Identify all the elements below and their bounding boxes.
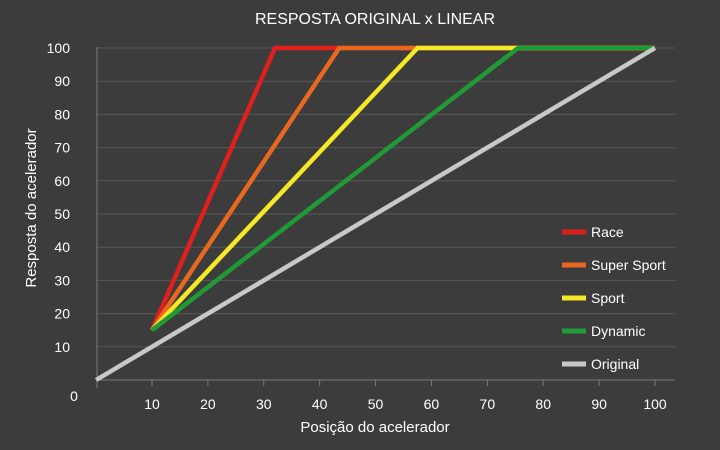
y-tick-label: 40	[54, 239, 70, 255]
x-tick-label: 10	[144, 396, 160, 412]
y-tick-label: 80	[54, 106, 70, 122]
y-tick-label: 30	[54, 272, 70, 288]
x-tick-label: 80	[535, 396, 551, 412]
series-line-dynamic	[150, 45, 655, 332]
axes	[96, 47, 675, 388]
legend-label: Original	[591, 356, 639, 372]
x-tick-label: 60	[424, 396, 440, 412]
tick-labels: 10 20 30 40 50 60 70 80 90 100 0 10 20 30 40 50 60 70 80 90…	[47, 40, 667, 412]
x-tick-label: 20	[200, 396, 216, 412]
legend-label: Dynamic	[591, 323, 645, 339]
legend: Race Super Sport Sport Dynamic Original	[562, 224, 666, 372]
legend-label: Race	[591, 224, 624, 240]
y-tick-label: 20	[54, 306, 70, 322]
legend-label: Super Sport	[591, 257, 666, 273]
x-tick-label: 70	[480, 396, 496, 412]
x-tick-label: 50	[368, 396, 384, 412]
series-lines	[94, 45, 657, 382]
x-tick-label: 90	[591, 396, 607, 412]
y-tick-label: 50	[54, 206, 70, 222]
y-tick-label: 70	[54, 140, 70, 156]
x-tick-label: 0	[70, 388, 78, 404]
y-tick-label: 10	[54, 339, 70, 355]
series-line-original	[94, 46, 657, 382]
legend-label: Sport	[591, 290, 625, 306]
y-tick-label: 90	[54, 73, 70, 89]
y-tick-label: 100	[47, 40, 71, 56]
x-tick-label: 100	[643, 396, 667, 412]
x-axis-title: Posição do acelerador	[300, 419, 449, 436]
x-tick-label: 30	[256, 396, 272, 412]
grid	[97, 47, 675, 348]
x-tick-label: 40	[312, 396, 328, 412]
y-tick-label: 60	[54, 173, 70, 189]
y-axis-title: Resposta do acelerador	[23, 128, 40, 287]
chart-title: RESPOSTA ORIGINAL x LINEAR	[255, 11, 495, 28]
